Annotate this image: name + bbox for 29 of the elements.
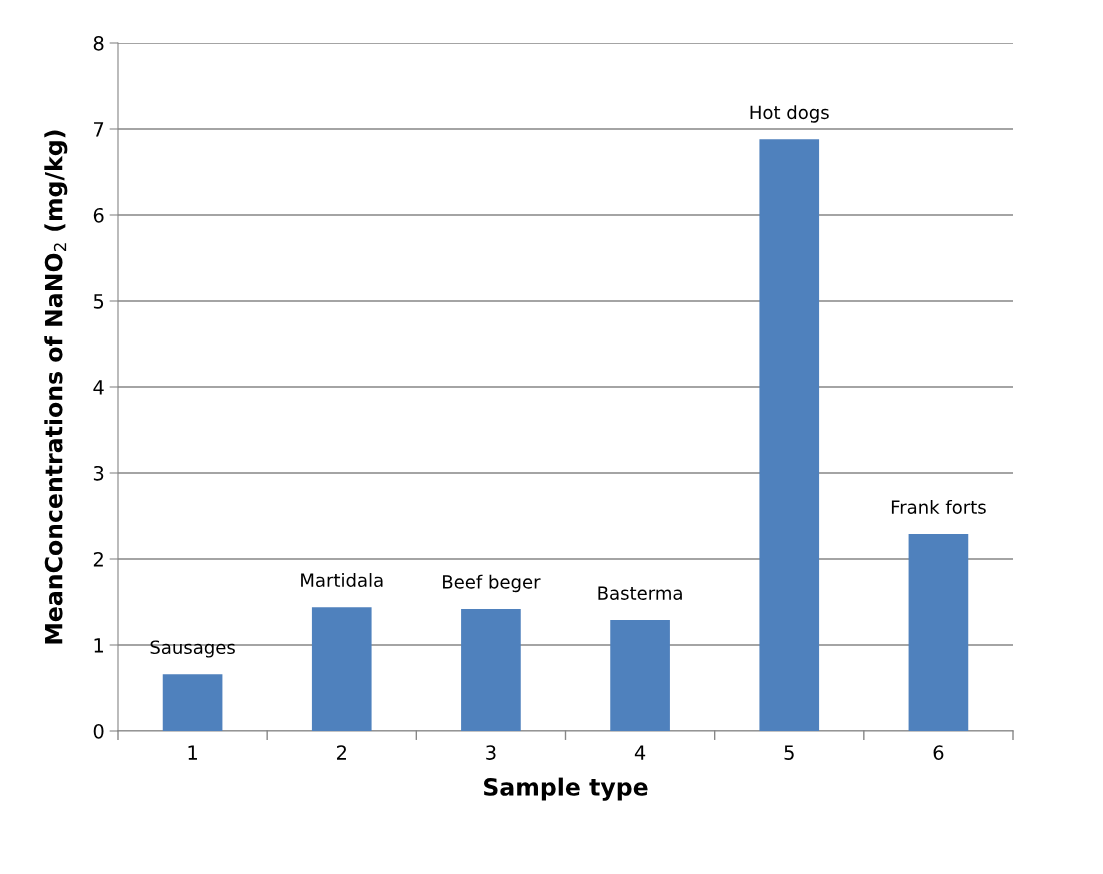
bar (759, 139, 820, 731)
bar (610, 620, 670, 731)
annotation: Beef beger (443, 574, 541, 593)
x-tick-label: 3 (486, 745, 496, 760)
y-axis-title: MeanConcentrations of NaNO$_{2}$ (mg/kg) (44, 130, 68, 644)
x-axis-title: Sample type (484, 777, 648, 801)
bar (162, 674, 223, 731)
y-tick-label: 3 (93, 465, 104, 481)
bar (311, 607, 372, 731)
y-tick-label: 0 (93, 723, 104, 739)
bar (461, 608, 521, 731)
bar (908, 534, 969, 731)
x-tick-label: 6 (933, 745, 944, 760)
y-tick-label: 4 (93, 380, 104, 395)
annotation: Frank forts (891, 499, 986, 514)
annotation: Sausages (150, 640, 235, 658)
x-tick-label: 1 (188, 745, 197, 760)
y-tick-label: 7 (94, 122, 104, 137)
annotation: Basterma (598, 586, 682, 600)
annotation: Martidala (301, 573, 383, 587)
y-tick-label: 1 (94, 638, 104, 653)
y-tick-label: 2 (93, 551, 103, 567)
annotation: Hot dogs (750, 105, 829, 123)
y-tick-label: 8 (93, 35, 104, 51)
y-tick-label: 6 (93, 207, 104, 223)
x-tick-label: 4 (634, 745, 646, 760)
x-tick-label: 5 (784, 745, 794, 760)
x-tick-label: 2 (336, 745, 346, 760)
y-tick-label: 5 (93, 294, 104, 309)
